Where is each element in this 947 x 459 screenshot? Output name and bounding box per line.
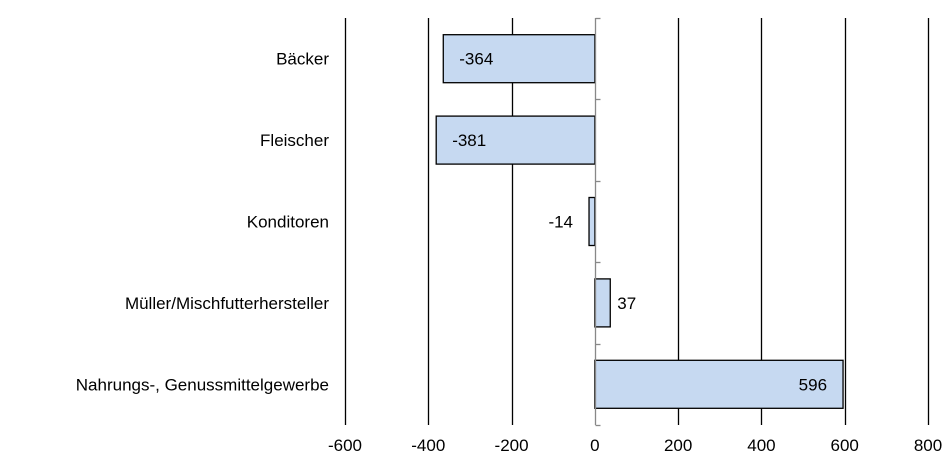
x-tick-label: 0: [590, 436, 599, 455]
category-label: Müller/Mischfutterhersteller: [125, 294, 329, 313]
x-tick-label: -200: [495, 436, 529, 455]
bars: [435, 34, 844, 409]
x-tick-label: 400: [747, 436, 775, 455]
gridlines: [344, 18, 930, 425]
x-tick-label: 800: [914, 436, 942, 455]
data-label: -14: [548, 213, 573, 232]
data-label: -381: [452, 131, 486, 150]
category-label: Fleischer: [260, 131, 329, 150]
data-label: -364: [459, 50, 493, 69]
x-tick-label: -600: [328, 436, 362, 455]
category-label: Konditoren: [247, 213, 329, 232]
data-label: 37: [617, 294, 636, 313]
labels: Bäcker Fleischer Konditoren Müller/Mischfut…: [76, 50, 942, 455]
x-tick-label: -400: [411, 436, 445, 455]
bar: [435, 115, 596, 165]
x-tick-label: 200: [664, 436, 692, 455]
axes: [594, 17, 601, 427]
bar: [588, 196, 596, 247]
bar: [594, 359, 844, 409]
category-label: Nahrungs-, Genussmittelgewerbe: [76, 375, 329, 394]
data-label: 596: [799, 375, 827, 394]
category-label: Bäcker: [276, 50, 329, 69]
bar: [594, 278, 611, 328]
bar: [442, 34, 596, 84]
x-tick-label: 600: [831, 436, 859, 455]
